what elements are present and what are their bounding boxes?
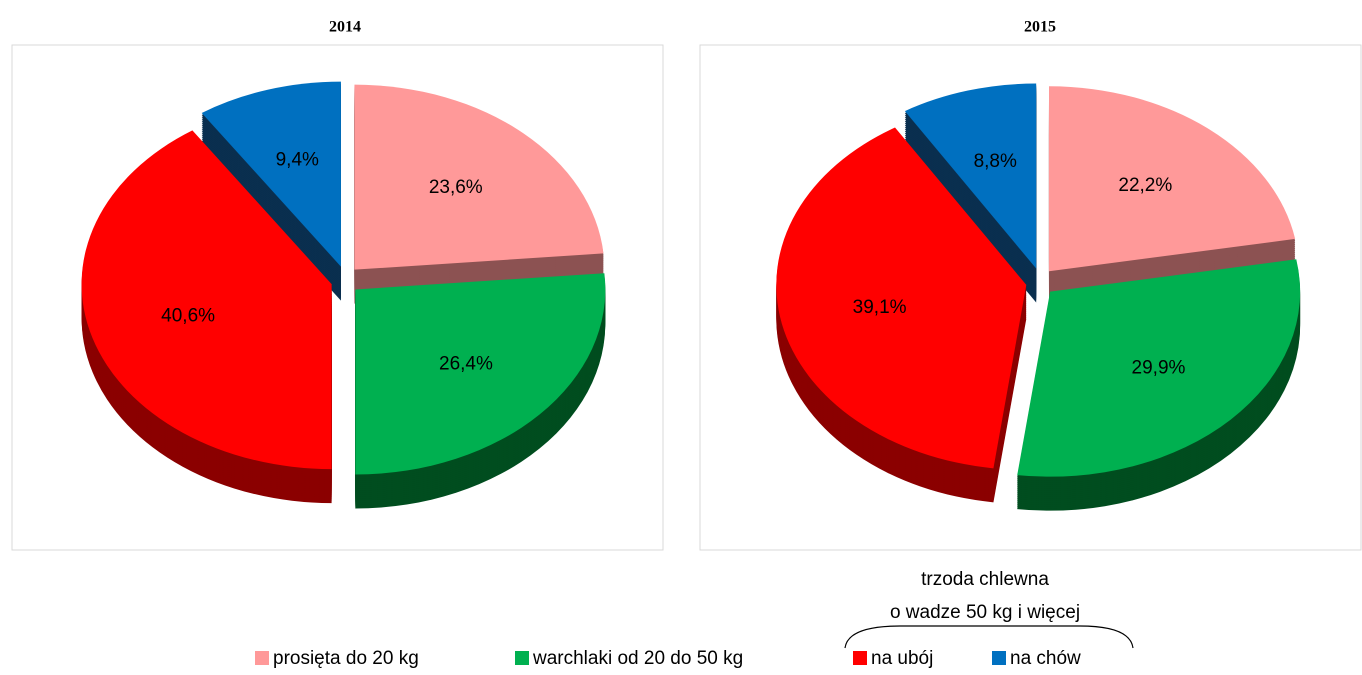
slice	[1048, 86, 1296, 272]
slice	[354, 84, 604, 270]
chart-title: 2015	[1024, 19, 1056, 36]
legend-swatch	[853, 651, 867, 665]
slice	[904, 83, 1037, 269]
annotation: o wadze 50 kg i więcej	[890, 602, 1080, 623]
legend-swatch	[515, 651, 529, 665]
legend-swatch	[255, 651, 269, 665]
legend-label: warchlaki od 20 do 50 kg	[532, 648, 743, 669]
data-label: 40,6%	[161, 305, 215, 326]
legend-label: na chów	[1010, 648, 1081, 669]
slice	[81, 130, 332, 470]
legend-swatch	[992, 651, 1006, 665]
brace	[844, 625, 1134, 649]
data-label: 9,4%	[276, 149, 319, 170]
data-label: 8,8%	[974, 151, 1017, 172]
data-label: 22,2%	[1118, 175, 1172, 196]
annotation: trzoda chlewna	[921, 569, 1049, 590]
data-label: 26,4%	[439, 353, 493, 374]
legend-label: na ubój	[871, 648, 933, 669]
slice	[201, 81, 341, 267]
legend-label: prosięta do 20 kg	[273, 648, 419, 669]
slice	[355, 273, 606, 475]
data-label: 39,1%	[853, 297, 907, 318]
chart-title: 2014	[329, 19, 361, 36]
slice	[776, 127, 1027, 469]
slice	[1017, 259, 1301, 477]
data-label: 23,6%	[429, 177, 483, 198]
data-label: 29,9%	[1132, 357, 1186, 378]
